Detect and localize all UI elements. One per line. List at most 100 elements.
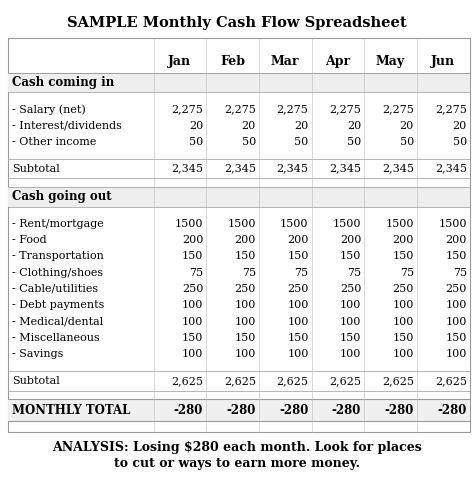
Text: - Clothing/shoes: - Clothing/shoes: [12, 268, 103, 277]
Text: 100: 100: [287, 300, 309, 310]
Text: 75: 75: [400, 268, 414, 277]
Text: - Cable/utilities: - Cable/utilities: [12, 284, 98, 294]
Bar: [8, 399, 470, 421]
Text: 250: 250: [287, 284, 309, 294]
Text: 2,345: 2,345: [382, 164, 414, 174]
Text: ANALYSIS: Losing $280 each month. Look for places: ANALYSIS: Losing $280 each month. Look f…: [52, 441, 422, 454]
Bar: [8, 73, 470, 92]
Text: 100: 100: [287, 349, 309, 359]
Text: 100: 100: [446, 349, 467, 359]
Text: 250: 250: [182, 284, 203, 294]
Text: 50: 50: [400, 137, 414, 147]
Text: 75: 75: [294, 268, 309, 277]
Text: 20: 20: [189, 121, 203, 131]
Text: 2,625: 2,625: [171, 376, 203, 386]
Text: 2,275: 2,275: [435, 104, 467, 114]
Text: 150: 150: [235, 333, 256, 343]
Text: 250: 250: [392, 284, 414, 294]
Text: SAMPLE Monthly Cash Flow Spreadsheet: SAMPLE Monthly Cash Flow Spreadsheet: [67, 16, 407, 30]
Text: to cut or ways to earn more money.: to cut or ways to earn more money.: [114, 457, 360, 470]
Text: 200: 200: [182, 235, 203, 245]
Text: 150: 150: [446, 251, 467, 261]
Text: Mar: Mar: [271, 56, 300, 68]
Text: 2,625: 2,625: [276, 376, 309, 386]
Text: 2,275: 2,275: [277, 104, 309, 114]
Text: 150: 150: [392, 333, 414, 343]
Text: 2,345: 2,345: [329, 164, 361, 174]
Text: -280: -280: [332, 404, 361, 417]
Text: 2,275: 2,275: [329, 104, 361, 114]
Text: 150: 150: [287, 333, 309, 343]
Text: 1500: 1500: [438, 219, 467, 228]
Text: 250: 250: [340, 284, 361, 294]
Text: 150: 150: [182, 333, 203, 343]
Text: -280: -280: [384, 404, 414, 417]
Text: 100: 100: [235, 317, 256, 327]
Text: - Transportation: - Transportation: [12, 251, 104, 261]
Text: - Other income: - Other income: [12, 137, 96, 147]
Text: 100: 100: [392, 317, 414, 327]
Text: 100: 100: [182, 349, 203, 359]
Text: 2,345: 2,345: [435, 164, 467, 174]
Text: 2,345: 2,345: [171, 164, 203, 174]
Text: - Debt payments: - Debt payments: [12, 300, 104, 310]
Text: 1500: 1500: [175, 219, 203, 228]
Text: Subtotal: Subtotal: [12, 164, 60, 174]
Text: 20: 20: [400, 121, 414, 131]
Text: 2,625: 2,625: [224, 376, 256, 386]
Text: 250: 250: [235, 284, 256, 294]
Text: May: May: [376, 56, 405, 68]
Bar: [8, 187, 470, 207]
Text: Subtotal: Subtotal: [12, 376, 60, 386]
Text: Apr: Apr: [325, 56, 350, 68]
Text: - Interest/dividends: - Interest/dividends: [12, 121, 122, 131]
Text: MONTHLY TOTAL: MONTHLY TOTAL: [12, 404, 130, 417]
Text: 150: 150: [446, 333, 467, 343]
Text: 100: 100: [182, 300, 203, 310]
Bar: [8, 38, 470, 432]
Text: 150: 150: [340, 251, 361, 261]
Text: 200: 200: [235, 235, 256, 245]
Text: 50: 50: [347, 137, 361, 147]
Text: 1500: 1500: [333, 219, 361, 228]
Text: Cash going out: Cash going out: [12, 190, 111, 203]
Text: 200: 200: [287, 235, 309, 245]
Text: 100: 100: [340, 300, 361, 310]
Text: 75: 75: [453, 268, 467, 277]
Text: 100: 100: [340, 349, 361, 359]
Text: 150: 150: [235, 251, 256, 261]
Text: 2,345: 2,345: [276, 164, 309, 174]
Text: 100: 100: [446, 317, 467, 327]
Text: 150: 150: [340, 333, 361, 343]
Text: 20: 20: [453, 121, 467, 131]
Text: 1500: 1500: [280, 219, 309, 228]
Text: 75: 75: [242, 268, 256, 277]
Text: 100: 100: [235, 300, 256, 310]
Text: 100: 100: [392, 300, 414, 310]
Text: -280: -280: [438, 404, 467, 417]
Text: 250: 250: [446, 284, 467, 294]
Text: 2,275: 2,275: [171, 104, 203, 114]
Text: - Salary (net): - Salary (net): [12, 104, 86, 115]
Text: 2,625: 2,625: [435, 376, 467, 386]
Text: 100: 100: [235, 349, 256, 359]
Text: 50: 50: [189, 137, 203, 147]
Text: Jan: Jan: [168, 56, 191, 68]
Text: 100: 100: [446, 300, 467, 310]
Text: -280: -280: [174, 404, 203, 417]
Text: 1500: 1500: [385, 219, 414, 228]
Text: - Miscellaneous: - Miscellaneous: [12, 333, 100, 343]
Text: 2,345: 2,345: [224, 164, 256, 174]
Text: 200: 200: [392, 235, 414, 245]
Text: 2,275: 2,275: [382, 104, 414, 114]
Text: 150: 150: [182, 251, 203, 261]
Text: 2,275: 2,275: [224, 104, 256, 114]
Text: - Food: - Food: [12, 235, 46, 245]
Text: 50: 50: [453, 137, 467, 147]
Text: 100: 100: [182, 317, 203, 327]
Text: Feb: Feb: [220, 56, 245, 68]
Text: 150: 150: [392, 251, 414, 261]
Text: 2,625: 2,625: [329, 376, 361, 386]
Text: -280: -280: [279, 404, 309, 417]
Text: -280: -280: [227, 404, 256, 417]
